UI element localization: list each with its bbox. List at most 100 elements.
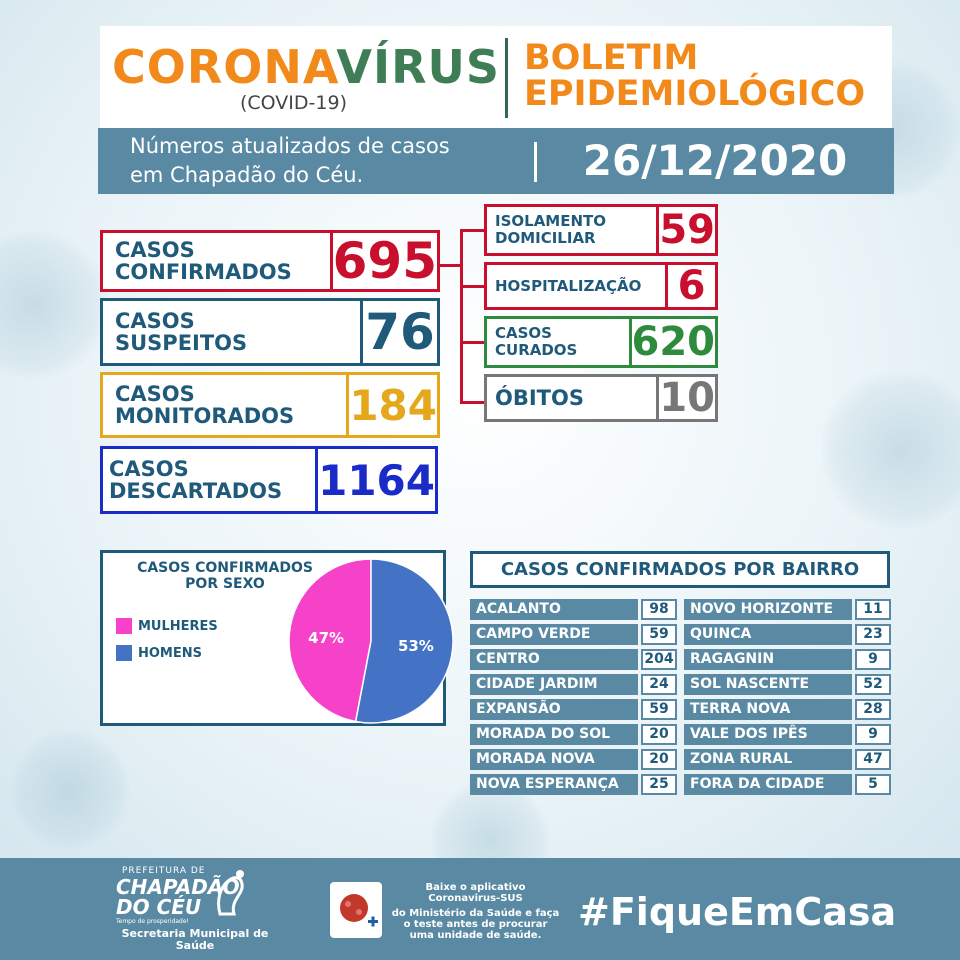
bairro-count: 28 xyxy=(855,699,891,720)
connector-line xyxy=(460,229,463,404)
stat-label: CASOS MONITORADOS xyxy=(115,382,295,428)
bairro-row: ZONA RURAL 47 xyxy=(684,749,891,770)
bairro-row: ACALANTO 98 xyxy=(470,599,677,620)
connector-line xyxy=(460,285,485,288)
legend-label-homens: HOMENS xyxy=(138,646,202,661)
title-boletim: BOLETIM EPIDEMIOLÓGICO xyxy=(524,38,866,114)
stat-curados: CASOS CURADOS 620 xyxy=(484,316,718,368)
logo-city: CHAPADÃO DO CÉU xyxy=(116,875,240,919)
title-coronavirus: CORONAVÍRUS xyxy=(112,40,500,94)
bairro-name: FORA DA CIDADE xyxy=(684,774,852,795)
bairro-count: 5 xyxy=(855,774,891,795)
stat-value: 620 xyxy=(628,319,715,365)
coronavirus-app-icon xyxy=(330,882,382,938)
bairro-name: CENTRO xyxy=(470,649,638,670)
connector-line xyxy=(460,341,485,344)
stat-label: CASOS CONFIRMADOS xyxy=(115,238,292,284)
stat-label: CASOS CURADOS xyxy=(495,324,578,359)
stat-descartados: CASOS DESCARTADOS 1164 xyxy=(100,446,438,514)
title-covid: (COVID-19) xyxy=(240,92,347,114)
stat-label: ÓBITOS xyxy=(495,385,584,410)
stat-isolamento: ISOLAMENTO DOMICILIAR 59 xyxy=(484,204,718,256)
bairro-name: CAMPO VERDE xyxy=(470,624,638,645)
stat-value: 59 xyxy=(656,207,715,253)
bairro-count: 25 xyxy=(641,774,677,795)
app-promo-text: Baixe o aplicativo Coronavirus-SUS do Min… xyxy=(391,882,560,941)
pie-label-mulheres: 47% xyxy=(308,629,344,647)
bairro-name: QUINCA xyxy=(684,624,852,645)
bairro-row: QUINCA 23 xyxy=(684,624,891,645)
bairro-row: FORA DA CIDADE 5 xyxy=(684,774,891,795)
bairro-name: TERRA NOVA xyxy=(684,699,852,720)
virus-decoration xyxy=(820,370,960,530)
stat-label: CASOS DESCARTADOS xyxy=(109,457,283,503)
legend-label-mulheres: MULHERES xyxy=(138,619,218,634)
connector-line xyxy=(460,229,485,232)
bairro-count: 11 xyxy=(855,599,891,620)
bairro-count: 98 xyxy=(641,599,677,620)
bairro-count: 52 xyxy=(855,674,891,695)
bairro-name: MORADA NOVA xyxy=(470,749,638,770)
legend-swatch-homens xyxy=(116,645,132,661)
virus-decoration xyxy=(10,730,130,850)
pie-label-homens: 53% xyxy=(398,637,434,655)
logo-prefeitura: PREFEITURA DE xyxy=(122,866,206,876)
stat-hospitalizacao: HOSPITALIZAÇÃO 6 xyxy=(484,262,718,310)
bairro-row: EXPANSÃO 59 xyxy=(470,699,677,720)
bairro-count: 59 xyxy=(641,624,677,645)
bairro-name: ZONA RURAL xyxy=(684,749,852,770)
bairro-row: CENTRO 204 xyxy=(470,649,677,670)
bairro-name: CIDADE JARDIM xyxy=(470,674,638,695)
bairro-name: NOVA ESPERANÇA xyxy=(470,774,638,795)
stat-confirmados: CASOS CONFIRMADOS 695 xyxy=(100,230,440,292)
bairro-row: CIDADE JARDIM 24 xyxy=(470,674,677,695)
stat-value: 1164 xyxy=(315,449,435,511)
bairro-count: 24 xyxy=(641,674,677,695)
bairro-row: SOL NASCENTE 52 xyxy=(684,674,891,695)
header-divider xyxy=(505,38,508,118)
update-divider xyxy=(534,142,537,182)
pie-slice-homens xyxy=(354,558,454,724)
connector-line xyxy=(440,264,462,267)
legend-swatch-mulheres xyxy=(116,618,132,634)
logo-secretaria: Secretaria Municipal de Saúde xyxy=(121,927,269,952)
stat-value: 184 xyxy=(346,375,437,435)
stat-value: 10 xyxy=(656,375,715,421)
bairro-row: RAGAGNIN 9 xyxy=(684,649,891,670)
bairro-count: 59 xyxy=(641,699,677,720)
bairro-row: NOVA ESPERANÇA 25 xyxy=(470,774,677,795)
bairro-row: MORADA DO SOL 20 xyxy=(470,724,677,745)
bairro-count: 47 xyxy=(855,749,891,770)
bairro-row: VALE DOS IPÊS 9 xyxy=(684,724,891,745)
stat-value: 76 xyxy=(360,301,437,363)
virus-decoration xyxy=(0,230,110,380)
bairro-name: VALE DOS IPÊS xyxy=(684,724,852,745)
update-date: 26/12/2020 xyxy=(582,136,848,185)
connector-line xyxy=(460,401,485,404)
bairro-count: 9 xyxy=(855,724,891,745)
stat-suspeitos: CASOS SUSPEITOS 76 xyxy=(100,298,440,366)
bairro-name: EXPANSÃO xyxy=(470,699,638,720)
bairro-count: 20 xyxy=(641,724,677,745)
hashtag: #FiqueEmCasa xyxy=(578,890,897,934)
bairro-name: MORADA DO SOL xyxy=(470,724,638,745)
stat-monitorados: CASOS MONITORADOS 184 xyxy=(100,372,440,438)
bird-logo-icon xyxy=(217,870,244,916)
stat-label: ISOLAMENTO DOMICILIAR xyxy=(495,212,607,247)
bairro-count: 23 xyxy=(855,624,891,645)
bairro-name: NOVO HORIZONTE xyxy=(684,599,852,620)
bairro-count: 20 xyxy=(641,749,677,770)
bairro-row: MORADA NOVA 20 xyxy=(470,749,677,770)
stat-label: CASOS SUSPEITOS xyxy=(115,309,248,355)
bairro-name: SOL NASCENTE xyxy=(684,674,852,695)
bairro-row: CAMPO VERDE 59 xyxy=(470,624,677,645)
stat-value: 695 xyxy=(329,232,437,290)
sex-pie-chart: 47% 53% xyxy=(288,558,454,724)
bairro-name: ACALANTO xyxy=(470,599,638,620)
logo-slogan: Tempo de prosperidade! xyxy=(116,918,189,925)
update-text: Números atualizados de casos em Chapadão … xyxy=(130,134,450,187)
bairro-row: TERRA NOVA 28 xyxy=(684,699,891,720)
bairro-count: 9 xyxy=(855,649,891,670)
bairro-row: NOVO HORIZONTE 11 xyxy=(684,599,891,620)
pie-slice-mulheres xyxy=(288,558,372,723)
